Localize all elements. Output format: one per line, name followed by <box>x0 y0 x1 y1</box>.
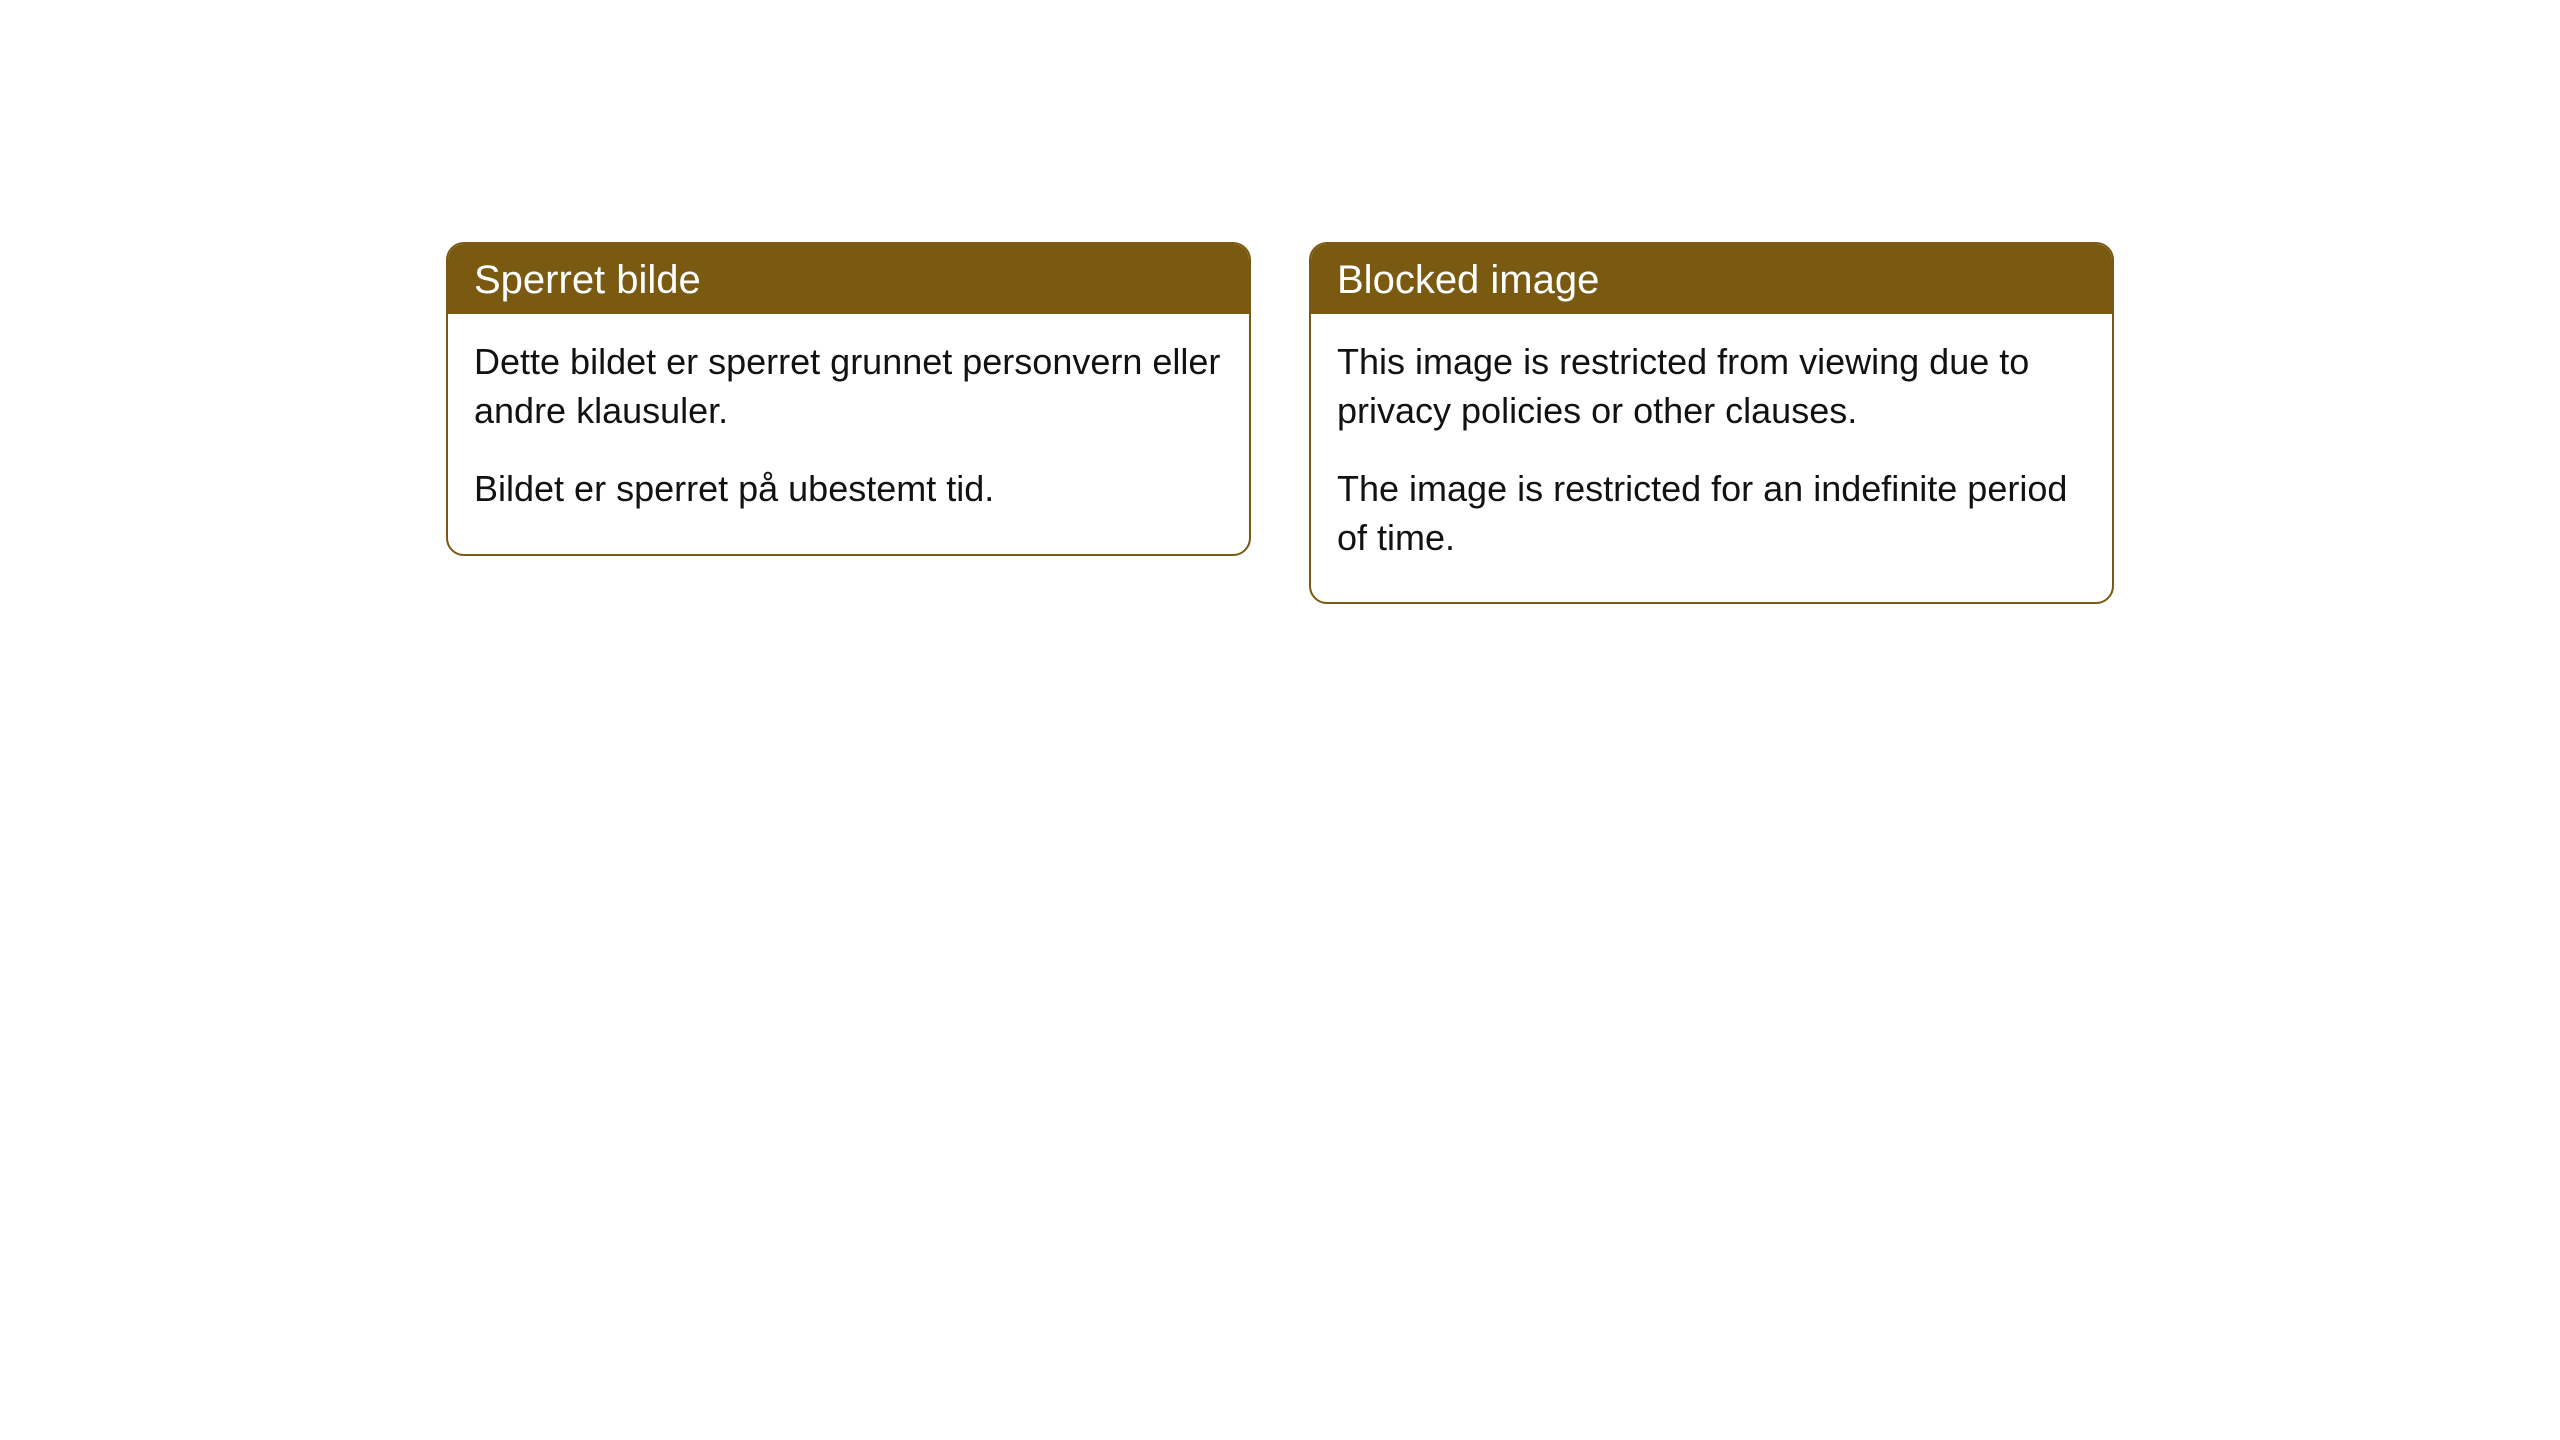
card-paragraph: This image is restricted from viewing du… <box>1337 338 2086 435</box>
notice-card-english: Blocked image This image is restricted f… <box>1309 242 2114 604</box>
card-body: Dette bildet er sperret grunnet personve… <box>448 314 1249 554</box>
card-header: Blocked image <box>1311 244 2112 314</box>
notice-cards-container: Sperret bilde Dette bildet er sperret gr… <box>446 242 2114 1440</box>
card-title: Sperret bilde <box>474 258 701 302</box>
card-body: This image is restricted from viewing du… <box>1311 314 2112 602</box>
card-paragraph: The image is restricted for an indefinit… <box>1337 465 2086 562</box>
card-paragraph: Bildet er sperret på ubestemt tid. <box>474 465 1223 514</box>
card-title: Blocked image <box>1337 258 1599 302</box>
card-header: Sperret bilde <box>448 244 1249 314</box>
card-paragraph: Dette bildet er sperret grunnet personve… <box>474 338 1223 435</box>
notice-card-norwegian: Sperret bilde Dette bildet er sperret gr… <box>446 242 1251 556</box>
